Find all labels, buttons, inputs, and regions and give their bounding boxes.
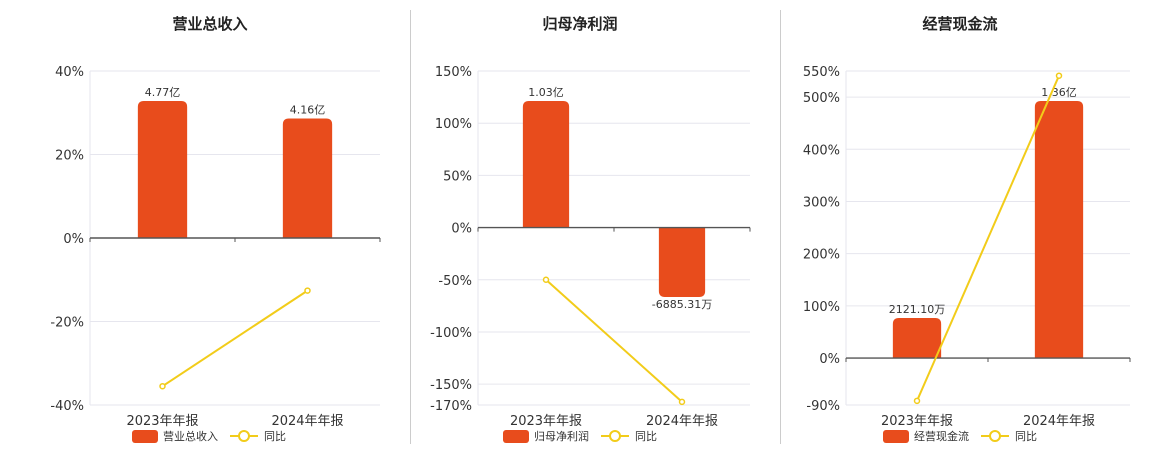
x-category-label: 2024年年报 [646, 414, 718, 429]
legend-bar-label: 营业总收入 [163, 429, 218, 443]
y-tick-label: 0% [63, 232, 84, 247]
chart-title: 营业总收入 [172, 15, 247, 33]
bar-经营现金流 [892, 317, 942, 359]
legend-line-marker [989, 430, 1001, 442]
bar-data-label: 4.16亿 [290, 104, 326, 117]
x-category-label: 2023年年报 [881, 414, 953, 429]
yoy-point [678, 398, 686, 406]
y-tick-label: 50% [443, 169, 472, 184]
chart-title: 归母净利润 [542, 15, 617, 33]
chart-panel-revenue: 营业总收入 40% 20% 0% -20% -40% 4.77亿 4.16亿 2023年年报 20… [0, 0, 400, 450]
y-tick-label: -20% [50, 316, 84, 331]
chart-panel-cash-flow: 经营现金流 550% 500% 400% 300% 200% 100% 0% -90% 2121.… [780, 0, 1160, 450]
revenue-chart-svg: 营业总收入 40% 20% 0% -20% -40% 4.77亿 4.16亿 2023年年报 20… [50, 15, 381, 443]
cash-flow-chart-svg: 经营现金流 550% 500% 400% 300% 200% 100% 0% -90% 2121.… [803, 15, 1131, 443]
y-tick-label: 300% [803, 195, 840, 210]
y-tick-label: -100% [430, 326, 472, 341]
bar-data-label: 1.03亿 [528, 86, 564, 99]
panel-divider [780, 10, 781, 444]
yoy-line [916, 75, 1060, 402]
yoy-point [542, 276, 550, 283]
yoy-point [304, 287, 311, 294]
y-tick-label: 200% [803, 248, 840, 263]
yoy-point [159, 382, 166, 390]
legend-bar-swatch [132, 430, 158, 443]
chart-panel-net-profit: 归母净利润 150% 100% 50% 0% -50% -100% -150% -170% 1.0… [410, 0, 780, 450]
bar-归母净利润 [522, 101, 570, 228]
legend-bar-swatch [883, 430, 909, 443]
bar-data-label: 2121.10万 [889, 303, 946, 316]
y-tick-label: 500% [803, 91, 840, 106]
bar-营业总收入 [282, 118, 333, 238]
bar-经营现金流 [1034, 101, 1084, 359]
y-tick-label: 550% [803, 65, 840, 80]
net-profit-chart-svg: 归母净利润 150% 100% 50% 0% -50% -100% -150% -170% 1.0… [430, 15, 751, 443]
legend-bar-swatch [503, 430, 529, 443]
bar-data-label: 1.36亿 [1041, 86, 1077, 99]
y-tick-label: -40% [50, 399, 84, 414]
y-tick-label: 20% [55, 149, 84, 164]
y-tick-label: -150% [430, 378, 472, 393]
x-category-label: 2023年年报 [126, 414, 198, 429]
legend-line-label: 同比 [635, 430, 657, 443]
y-tick-label: 100% [435, 117, 472, 132]
x-category-label: 2024年年报 [271, 414, 343, 429]
y-tick-label: 150% [435, 65, 472, 80]
yoy-point [913, 397, 921, 405]
legend-line-label: 同比 [1015, 430, 1037, 443]
legend-line-marker [238, 430, 250, 442]
yoy-line [545, 279, 683, 403]
y-tick-label: -90% [806, 399, 840, 414]
legend-bar-label: 归母净利润 [534, 429, 589, 443]
x-category-label: 2024年年报 [1023, 414, 1095, 429]
y-tick-label: 40% [55, 65, 84, 80]
bar-data-label: 4.77亿 [145, 86, 181, 99]
y-tick-label: 0% [819, 352, 840, 367]
bar-营业总收入 [137, 101, 188, 238]
y-tick-label: 100% [803, 300, 840, 315]
panel-divider [410, 10, 411, 444]
y-tick-label: -50% [438, 274, 472, 289]
chart-title: 经营现金流 [922, 15, 997, 33]
legend-bar-label: 经营现金流 [914, 429, 969, 443]
x-category-label: 2023年年报 [510, 414, 582, 429]
yoy-line [161, 289, 309, 388]
bar-归母净利润 [658, 227, 706, 297]
y-tick-label: 0% [451, 222, 472, 237]
y-tick-label: -170% [430, 399, 472, 414]
bar-data-label: -6885.31万 [652, 298, 712, 311]
legend-line-marker [609, 430, 621, 442]
y-tick-label: 400% [803, 143, 840, 158]
legend-line-label: 同比 [264, 430, 286, 443]
yoy-point [1055, 72, 1063, 79]
